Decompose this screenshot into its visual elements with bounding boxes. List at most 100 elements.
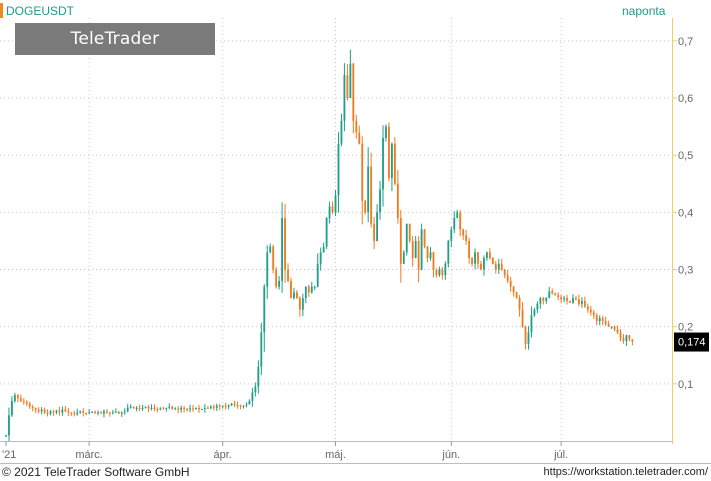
candle — [64, 406, 67, 412]
candle — [275, 266, 278, 289]
candle-body — [290, 280, 292, 299]
candle — [385, 124, 387, 142]
candle-body — [527, 332, 530, 344]
candle-body — [530, 315, 533, 333]
candle — [325, 217, 328, 249]
candle — [195, 407, 197, 410]
candle — [150, 404, 153, 411]
candle-body — [221, 405, 224, 407]
candle — [215, 403, 218, 412]
candle-body — [269, 246, 272, 253]
candle-body — [198, 407, 200, 410]
candle-body — [361, 143, 364, 201]
candle-body — [447, 240, 450, 264]
candle-body — [34, 407, 37, 410]
candle — [358, 125, 361, 145]
candle-body — [212, 406, 215, 408]
candle-body — [536, 303, 539, 310]
candle — [307, 284, 310, 297]
candle-body — [70, 412, 73, 414]
candle-body — [328, 206, 331, 219]
candle-body — [117, 411, 120, 414]
candle — [168, 403, 171, 410]
candle-body — [423, 229, 426, 247]
candle-body — [11, 400, 13, 416]
candle — [610, 326, 613, 329]
candle-body — [477, 252, 479, 264]
candle — [108, 412, 111, 417]
y-tick-label: 0,3 — [678, 265, 693, 277]
candle-body — [168, 406, 171, 408]
candle — [301, 293, 304, 317]
candle-body — [488, 252, 491, 259]
candle — [251, 388, 254, 407]
candle — [607, 320, 610, 328]
candle-body — [331, 206, 334, 213]
candle-body — [468, 240, 471, 259]
candle-body — [607, 323, 610, 327]
candle — [257, 360, 260, 394]
candle-body — [248, 400, 251, 405]
period-label[interactable]: naponta — [622, 4, 666, 18]
candle-body — [515, 292, 518, 299]
candle — [296, 289, 298, 300]
x-tick-label: '21 — [2, 449, 16, 461]
candle — [141, 405, 144, 411]
candle — [527, 326, 530, 350]
candle-body — [462, 229, 465, 236]
candle — [111, 410, 114, 415]
candle — [542, 296, 545, 305]
candle-body — [126, 407, 129, 412]
candle — [316, 253, 319, 288]
candle — [619, 328, 622, 342]
candle — [480, 260, 482, 271]
candle — [485, 251, 488, 261]
candle-body — [483, 258, 485, 270]
candle-body — [382, 138, 384, 190]
candle-body — [132, 406, 135, 409]
candle-body — [545, 298, 548, 301]
candle — [411, 235, 414, 267]
candle-body — [554, 293, 557, 296]
candle-body — [61, 409, 64, 413]
y-tick-label: 0,5 — [678, 150, 693, 162]
candle — [132, 406, 135, 409]
candle — [25, 400, 28, 407]
candle-body — [435, 269, 438, 276]
candle-body — [298, 298, 301, 310]
candle — [521, 301, 524, 328]
candle — [209, 405, 212, 410]
candle-body — [141, 407, 144, 409]
candle — [245, 402, 248, 408]
candle — [73, 410, 76, 417]
candle-body — [343, 75, 346, 121]
candle-body — [242, 405, 245, 407]
candle — [500, 258, 503, 271]
candle-body — [610, 326, 613, 328]
candle-body — [441, 269, 444, 276]
candle — [408, 223, 411, 243]
candle-body — [85, 412, 88, 414]
candle-body — [503, 269, 506, 276]
candle-body — [613, 326, 616, 330]
candle — [236, 401, 239, 409]
candle — [530, 306, 533, 338]
candle-body — [120, 412, 123, 414]
candle — [67, 408, 70, 417]
candle-body — [388, 126, 390, 179]
footer-url[interactable]: https://workstation.teletrader.com/ — [543, 466, 708, 478]
candle — [432, 251, 435, 278]
candle-body — [100, 412, 102, 414]
candle — [183, 405, 186, 413]
candle-body — [94, 411, 96, 413]
candle — [34, 407, 37, 414]
candle — [156, 407, 159, 413]
candle — [201, 408, 203, 411]
candle — [539, 296, 542, 309]
candle — [37, 407, 40, 414]
x-tick-label: máj. — [325, 449, 346, 461]
candle-body — [518, 298, 521, 310]
candle-body — [459, 212, 462, 230]
candle — [40, 407, 43, 415]
